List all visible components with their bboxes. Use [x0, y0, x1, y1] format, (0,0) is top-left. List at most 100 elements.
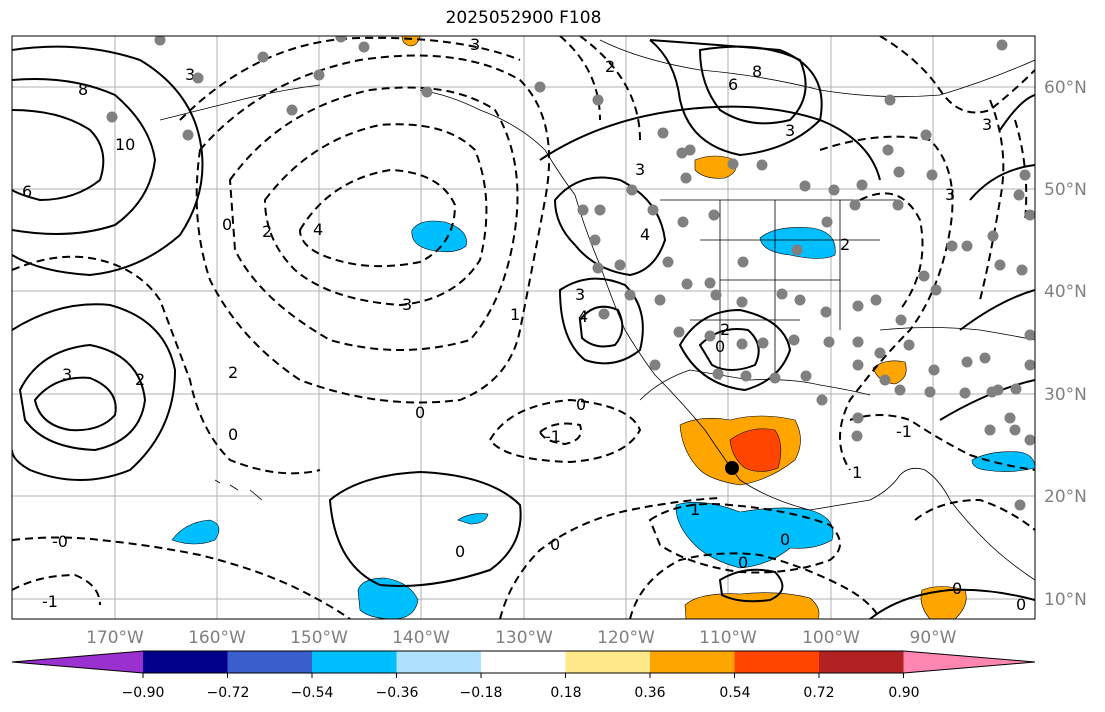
- colorbar-segment: [481, 651, 566, 673]
- lon-label: 120°W: [597, 628, 655, 648]
- contour-label: 4: [313, 220, 323, 239]
- station-dot: [534, 81, 546, 93]
- contour-label: 1: [852, 463, 862, 482]
- station-dot: [1009, 424, 1021, 436]
- station-dot: [823, 336, 835, 348]
- contour-label: 0: [715, 337, 725, 356]
- station-dot: [710, 289, 722, 301]
- station-dot: [313, 69, 325, 81]
- contour-label: 2: [720, 320, 730, 339]
- lat-label: 60°N: [1044, 78, 1087, 98]
- colorbar-segment: [565, 651, 651, 673]
- contours-positive: [12, 39, 1035, 619]
- station-dot: [1004, 412, 1016, 424]
- colorbar-tick-label: 0.72: [803, 685, 834, 701]
- lon-label: 140°W: [392, 628, 450, 648]
- colorbar-tick-labels: −0.90 −0.72 −0.54 −0.36 −0.18 0.18 0.36 …: [122, 685, 920, 701]
- station-dot: [598, 308, 610, 320]
- station-dot: [592, 262, 604, 274]
- contour-label: 0: [455, 542, 465, 561]
- station-dot: [708, 209, 720, 221]
- observation-stations: [106, 36, 1035, 511]
- station-dot: [959, 387, 971, 399]
- colorbar-tick-label: −0.18: [460, 685, 503, 701]
- lat-label: 20°N: [1044, 487, 1087, 507]
- station-dot: [794, 294, 806, 306]
- station-dot: [154, 36, 166, 46]
- colorbar-segment: [819, 651, 904, 673]
- colorbar-tick-label: 0.90: [888, 685, 919, 701]
- colorbar-segment: [396, 651, 482, 673]
- station-dot: [756, 159, 768, 171]
- station-dot: [852, 412, 864, 424]
- highlighted-station: [725, 461, 739, 475]
- lon-label: 130°W: [495, 628, 553, 648]
- contour-label: 0: [550, 535, 560, 554]
- station-dot: [647, 204, 659, 216]
- colorbar-segment: [734, 651, 820, 673]
- station-dot: [882, 144, 894, 156]
- station-dot: [358, 41, 370, 53]
- colorbar-tick-label: 0.54: [719, 685, 750, 701]
- colorbar-tick-label: −0.90: [122, 685, 165, 701]
- map-title: 2025052900 F108: [445, 8, 602, 28]
- station-dot: [930, 284, 942, 296]
- station-dot: [182, 129, 194, 141]
- station-dot: [984, 424, 996, 436]
- station-dot: [106, 111, 118, 123]
- station-dot: [677, 216, 689, 228]
- station-dot: [740, 370, 752, 382]
- station-dot: [614, 259, 626, 271]
- station-dot: [1014, 499, 1026, 511]
- contour-label: 3: [470, 35, 480, 54]
- contour-label: 6: [22, 182, 32, 201]
- station-dot: [657, 127, 669, 139]
- station-dot: [736, 338, 748, 350]
- contour-label: 3: [62, 365, 72, 384]
- station-dot: [852, 300, 864, 312]
- contour-label: 3: [635, 160, 645, 179]
- lon-label: 150°W: [290, 628, 348, 648]
- contour-label: 10: [115, 135, 135, 154]
- station-dot: [712, 368, 724, 380]
- station-dot: [1024, 209, 1035, 221]
- colorbar-tick-label: −0.36: [376, 685, 419, 701]
- station-dot: [849, 199, 861, 211]
- lat-label: 40°N: [1044, 282, 1087, 302]
- station-dot: [924, 386, 936, 398]
- station-dot: [828, 184, 840, 196]
- shading-positive: [401, 36, 967, 619]
- station-dot: [928, 364, 940, 376]
- colorbar-segment: [650, 651, 735, 673]
- station-dot: [681, 278, 693, 290]
- contour-label: 0: [576, 395, 586, 414]
- station-dot: [893, 166, 905, 178]
- longitude-axis: 170°W 160°W 150°W 140°W 130°W 120°W 110°…: [86, 628, 957, 648]
- station-dot: [769, 372, 781, 384]
- colorbar-segment: [227, 651, 313, 673]
- contour-label: 0: [222, 215, 232, 234]
- station-dot: [757, 337, 769, 349]
- contour-label: 0: [228, 425, 238, 444]
- station-dot: [1024, 329, 1035, 341]
- station-dot: [852, 359, 864, 371]
- station-dot: [736, 296, 748, 308]
- colorbar-tick-label: −0.72: [207, 685, 250, 701]
- shading-negative: [171, 220, 1035, 619]
- station-dot: [821, 216, 833, 228]
- station-dot: [286, 104, 298, 116]
- station-dot: [820, 306, 832, 318]
- station-dot: [649, 359, 661, 371]
- station-dot: [727, 158, 739, 170]
- station-dot: [979, 352, 991, 364]
- station-dot: [624, 289, 636, 301]
- lon-label: 160°W: [188, 628, 246, 648]
- station-dot: [680, 172, 692, 184]
- station-dot: [874, 347, 886, 359]
- station-dot: [577, 204, 589, 216]
- latitude-axis: 60°N 50°N 40°N 30°N 20°N 10°N: [1044, 78, 1087, 610]
- contour-label: 1: [690, 500, 700, 519]
- station-dot: [589, 234, 601, 246]
- lon-label: 90°W: [910, 628, 957, 648]
- station-dot: [961, 240, 973, 252]
